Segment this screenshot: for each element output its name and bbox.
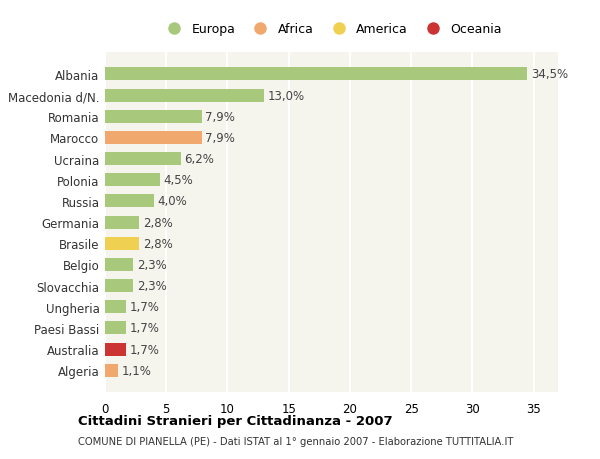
Text: 2,3%: 2,3% (137, 280, 167, 292)
Bar (105, 280, 133, 292)
Text: 2,8%: 2,8% (143, 237, 173, 250)
Bar (105, 364, 118, 377)
Bar (105, 258, 133, 271)
Text: 1,7%: 1,7% (130, 322, 160, 335)
Text: 13,0%: 13,0% (268, 90, 305, 102)
Bar (105, 111, 202, 123)
Text: 7,9%: 7,9% (205, 111, 235, 123)
Bar (105, 153, 181, 166)
Text: 1,7%: 1,7% (130, 301, 160, 313)
Bar (105, 343, 126, 356)
Bar (105, 301, 126, 313)
Text: 1,1%: 1,1% (122, 364, 152, 377)
Bar (105, 90, 264, 102)
Bar (105, 237, 139, 250)
Bar (105, 216, 139, 229)
Bar (105, 322, 126, 335)
Text: 1,7%: 1,7% (130, 343, 160, 356)
Text: 34,5%: 34,5% (531, 68, 568, 81)
Text: 6,2%: 6,2% (185, 153, 214, 166)
Bar (105, 195, 154, 208)
Legend: Europa, Africa, America, Oceania: Europa, Africa, America, Oceania (156, 18, 507, 41)
Bar (105, 132, 202, 145)
Text: 4,5%: 4,5% (164, 174, 194, 187)
Text: 4,0%: 4,0% (158, 195, 187, 208)
Text: COMUNE DI PIANELLA (PE) - Dati ISTAT al 1° gennaio 2007 - Elaborazione TUTTITALI: COMUNE DI PIANELLA (PE) - Dati ISTAT al … (78, 437, 514, 446)
Text: 2,8%: 2,8% (143, 216, 173, 229)
Text: 7,9%: 7,9% (205, 132, 235, 145)
Bar (105, 174, 160, 187)
Text: Cittadini Stranieri per Cittadinanza - 2007: Cittadini Stranieri per Cittadinanza - 2… (78, 414, 392, 428)
Text: 2,3%: 2,3% (137, 258, 167, 271)
Bar (105, 68, 527, 81)
